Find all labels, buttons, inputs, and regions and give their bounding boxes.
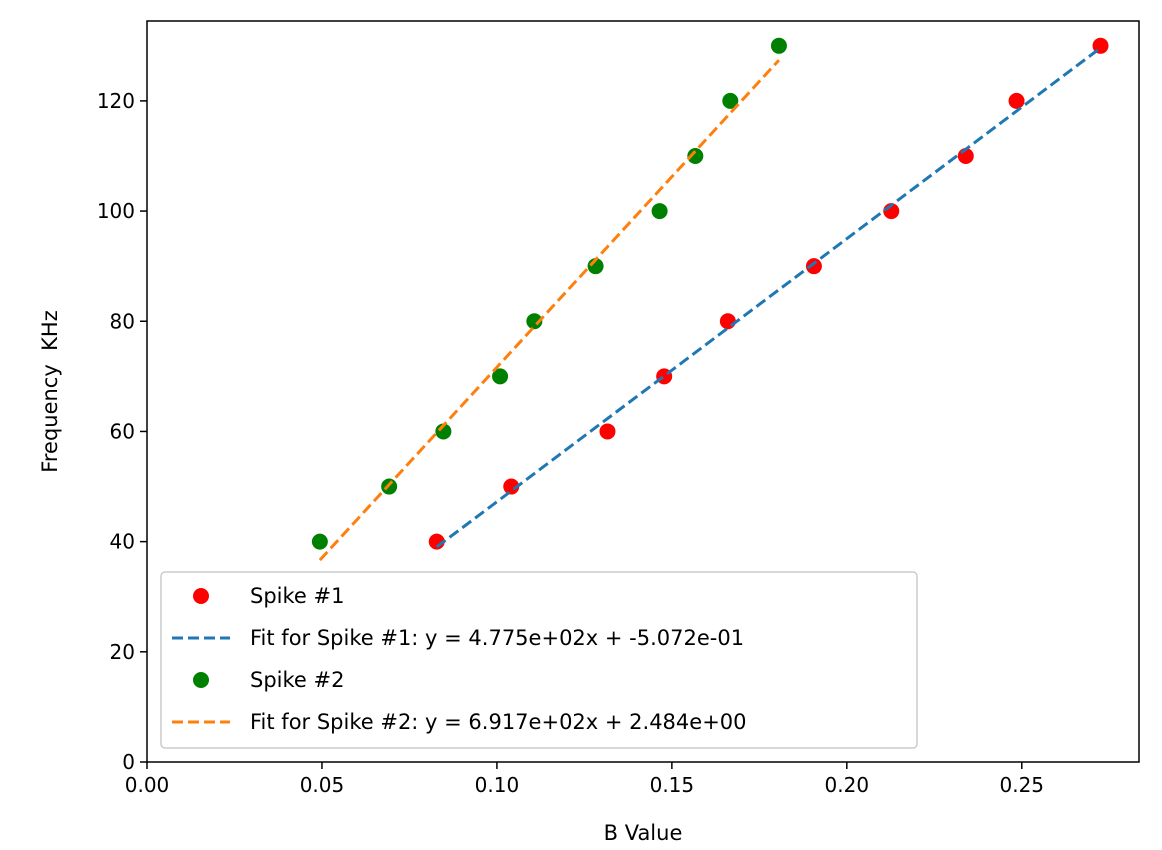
y-tick-label: 120	[97, 89, 135, 113]
y-tick-label: 0	[122, 750, 135, 774]
x-tick-label: 0.15	[650, 773, 695, 797]
data-point-series-1	[805, 258, 822, 275]
legend: Spike #1 Fit for Spike #1: y = 4.775e+02x…	[160, 571, 918, 749]
y-tick-label: 40	[110, 530, 135, 554]
x-axis-label: B Value	[604, 821, 683, 845]
fit-line-series-4	[318, 59, 781, 562]
x-tick-label: 0.20	[825, 773, 870, 797]
legend-marker-series-1	[193, 588, 209, 604]
data-point-series-3	[722, 92, 739, 109]
y-tick-label: 80	[110, 309, 135, 333]
data-point-series-3	[770, 37, 787, 54]
data-point-series-1	[719, 313, 736, 330]
data-point-series-3	[651, 203, 668, 220]
data-point-series-3	[311, 533, 328, 550]
data-point-series-1	[599, 423, 616, 440]
data-point-series-1	[503, 478, 520, 495]
y-tick-label: 60	[110, 419, 135, 443]
legend-marker-series-3	[193, 672, 209, 688]
y-axis-label: Frequency KHz	[38, 310, 62, 472]
y-tick-label: 20	[110, 640, 135, 664]
fit-line-series-2	[435, 46, 1102, 549]
data-point-series-3	[526, 313, 543, 330]
data-point-series-3	[492, 368, 509, 385]
legend-box	[160, 571, 918, 749]
plot-frame	[146, 20, 1140, 763]
axes: 0.00 0.05 0.10 0.15 0.20 0.25 0 20 40 60 80 100 120 B…	[38, 20, 1140, 845]
legend-label-series-3: Spike #2	[250, 668, 344, 692]
x-tick-label: 0.00	[125, 773, 170, 797]
legend-label-series-1: Spike #1	[250, 584, 344, 608]
legend-label-series-4: Fit for Spike #2: y = 6.917e+02x + 2.484…	[250, 710, 747, 734]
x-tick-label: 0.25	[1000, 773, 1045, 797]
plot-area	[311, 37, 1109, 562]
data-point-series-1	[1008, 92, 1025, 109]
x-tick-label: 0.05	[300, 773, 345, 797]
data-point-series-3	[435, 423, 452, 440]
legend-label-series-2: Fit for Spike #1: y = 4.775e+02x + -5.07…	[250, 626, 744, 650]
y-tick-label: 100	[97, 199, 135, 223]
x-tick-label: 0.10	[475, 773, 520, 797]
data-point-series-3	[687, 147, 704, 164]
